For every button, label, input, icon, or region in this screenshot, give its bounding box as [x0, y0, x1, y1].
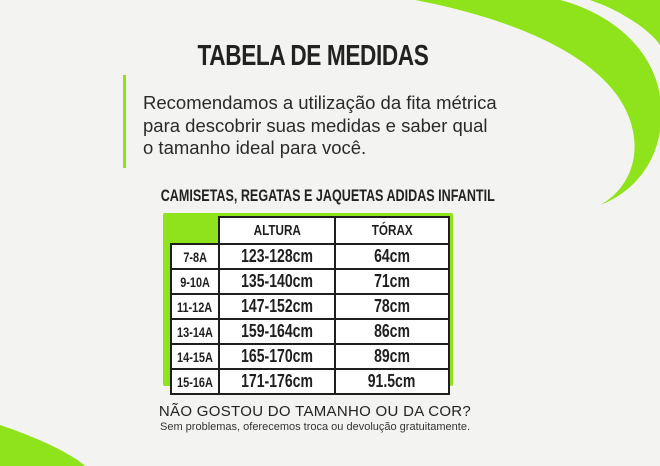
table-row: 11-12A 147-152cm 78cm: [170, 293, 450, 320]
size-cell: 7-8A: [183, 248, 207, 265]
chest-cell: 89cm: [373, 346, 410, 366]
chest-cell: 71cm: [373, 271, 410, 291]
height-cell: 147-152cm: [241, 296, 313, 316]
table-row: 14-15A 165-170cm 89cm: [170, 343, 450, 370]
size-cell: 14-15A: [177, 348, 213, 365]
intro-line: Recomendamos a utilização da fita métric…: [143, 92, 497, 113]
intro-line: o tamanho ideal para você.: [143, 137, 367, 158]
header-altura: ALTURA: [217, 216, 336, 245]
table-row: 9-10A 135-140cm 71cm: [170, 268, 450, 295]
table-row: 15-16A 171-176cm 91.5cm: [170, 368, 450, 395]
height-cell: 165-170cm: [241, 346, 313, 366]
header-blank: [171, 217, 219, 244]
chest-cell: 64cm: [373, 246, 410, 266]
swoosh-top-right: [415, 0, 660, 205]
size-cell: 9-10A: [180, 273, 210, 290]
table-row: 7-8A 123-128cm 64cm: [170, 243, 450, 270]
height-cell: 159-164cm: [241, 321, 313, 341]
intro-text: Recomendamos a utilização da fita métric…: [143, 92, 497, 160]
chest-cell: 86cm: [373, 321, 410, 341]
accent-bar: [123, 75, 126, 168]
swoosh-top-right-tip: [590, 0, 660, 45]
table-row: 13-14A 159-164cm 86cm: [170, 318, 450, 345]
table-header-row: ALTURA TÓRAX: [171, 216, 450, 245]
chest-cell: 78cm: [373, 296, 410, 316]
intro-line: para descobrir suas medidas e saber qual: [143, 114, 488, 136]
footer-question: NÃO GOSTOU DO TAMANHO OU DA COR?: [158, 403, 472, 420]
height-cell: 171-176cm: [241, 371, 313, 391]
swoosh-bottom-left: [0, 425, 85, 466]
size-table: ALTURA TÓRAX 7-8A 123-128cm 64cm 9-10A 135-…: [170, 216, 450, 395]
size-cell: 11-12A: [177, 298, 213, 315]
size-cell: 15-16A: [177, 373, 213, 390]
height-cell: 135-140cm: [241, 271, 313, 291]
footer-note: Sem problemas, oferecemos troca ou devol…: [160, 421, 470, 433]
header-torax: TÓRAX: [333, 216, 450, 245]
chest-cell: 91.5cm: [368, 371, 416, 391]
page-title: TABELA DE MEDIDAS: [197, 40, 429, 72]
table-caption: CAMISETAS, REGATAS E JAQUETAS ADIDAS INF…: [160, 186, 495, 205]
height-cell: 123-128cm: [241, 246, 313, 266]
size-cell: 13-14A: [177, 323, 213, 340]
